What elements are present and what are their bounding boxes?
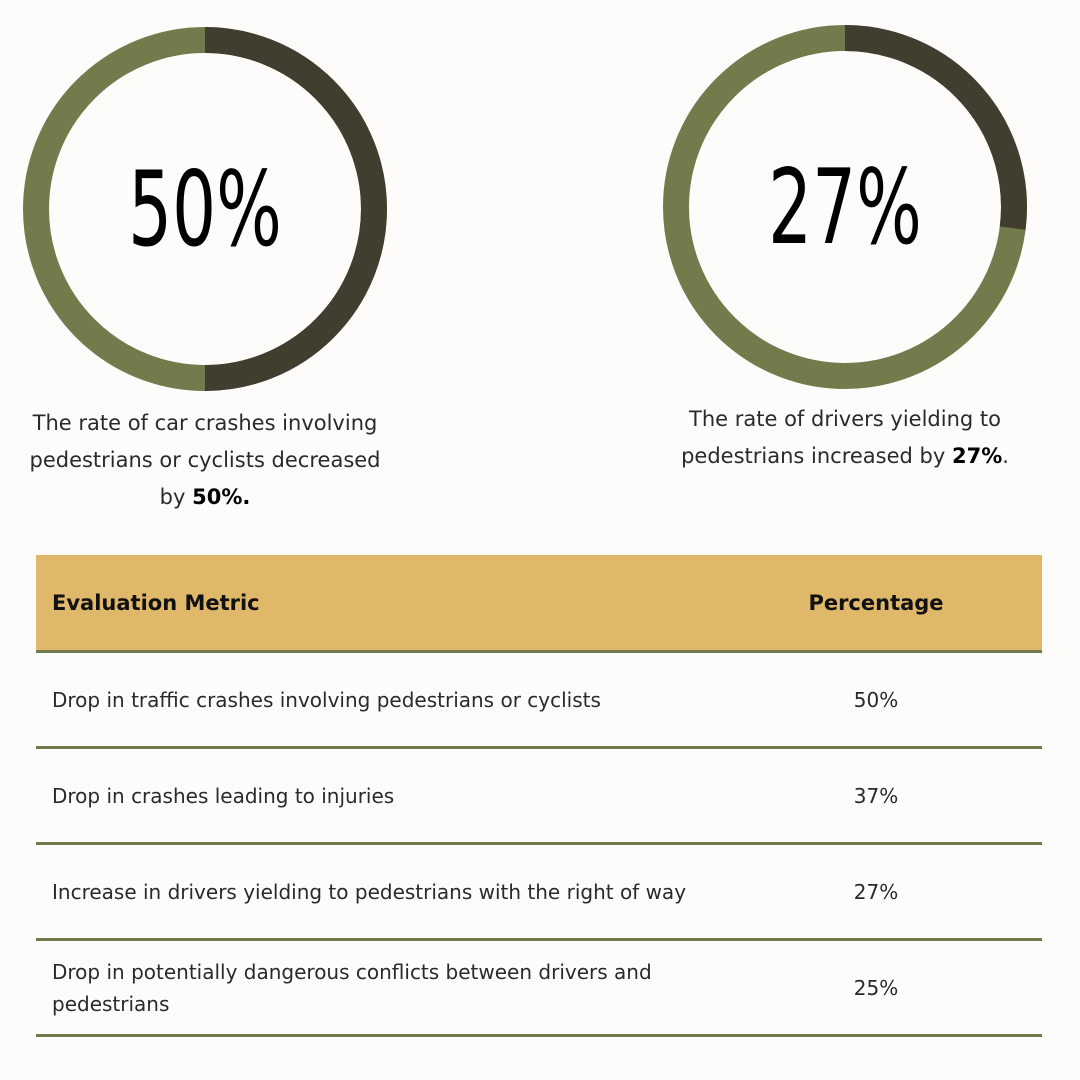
- table-cell: 27%: [710, 843, 1042, 941]
- table-row: Drop in potentially dangerous conflicts …: [36, 939, 1042, 1037]
- header-cell: Percentage: [710, 555, 1042, 653]
- donut-value-label: 27%: [768, 147, 922, 268]
- table-row: Increase in drivers yielding to pedestri…: [36, 843, 1042, 941]
- table-cell: 25%: [710, 939, 1042, 1037]
- caption-text: .: [1002, 444, 1009, 468]
- table-cell: 50%: [710, 651, 1042, 749]
- caption-emphasis: 27%: [951, 444, 1003, 468]
- donut-value-label: 50%: [128, 149, 282, 270]
- donut-arc: [844, 25, 1027, 230]
- caption-text: The rate of drivers yielding to pedestri…: [681, 407, 1001, 468]
- table-cell: 37%: [710, 747, 1042, 845]
- table-cell: Drop in crashes leading to injuries: [36, 747, 710, 845]
- caption: The rate of drivers yielding to pedestri…: [655, 401, 1035, 475]
- donut-arc: [204, 27, 387, 391]
- table-row: Drop in traffic crashes involving pedest…: [36, 651, 1042, 749]
- table-cell: Drop in traffic crashes involving pedest…: [36, 651, 710, 749]
- header-cell: Evaluation Metric: [36, 555, 710, 653]
- metrics-table: Evaluation Metric Percentage Drop in tra…: [36, 555, 1042, 1037]
- caption-text: The rate of car crashes involving pedest…: [29, 411, 381, 509]
- table-cell: Increase in drivers yielding to pedestri…: [36, 843, 710, 941]
- caption-emphasis: 50%.: [192, 485, 251, 509]
- caption: The rate of car crashes involving pedest…: [15, 405, 395, 516]
- table-cell: Drop in potentially dangerous conflicts …: [36, 939, 710, 1037]
- donut-charts: 50% 27%: [23, 25, 1027, 391]
- table-row: Drop in crashes leading to injuries 37%: [36, 747, 1042, 845]
- table-header: Evaluation Metric Percentage: [36, 555, 1042, 653]
